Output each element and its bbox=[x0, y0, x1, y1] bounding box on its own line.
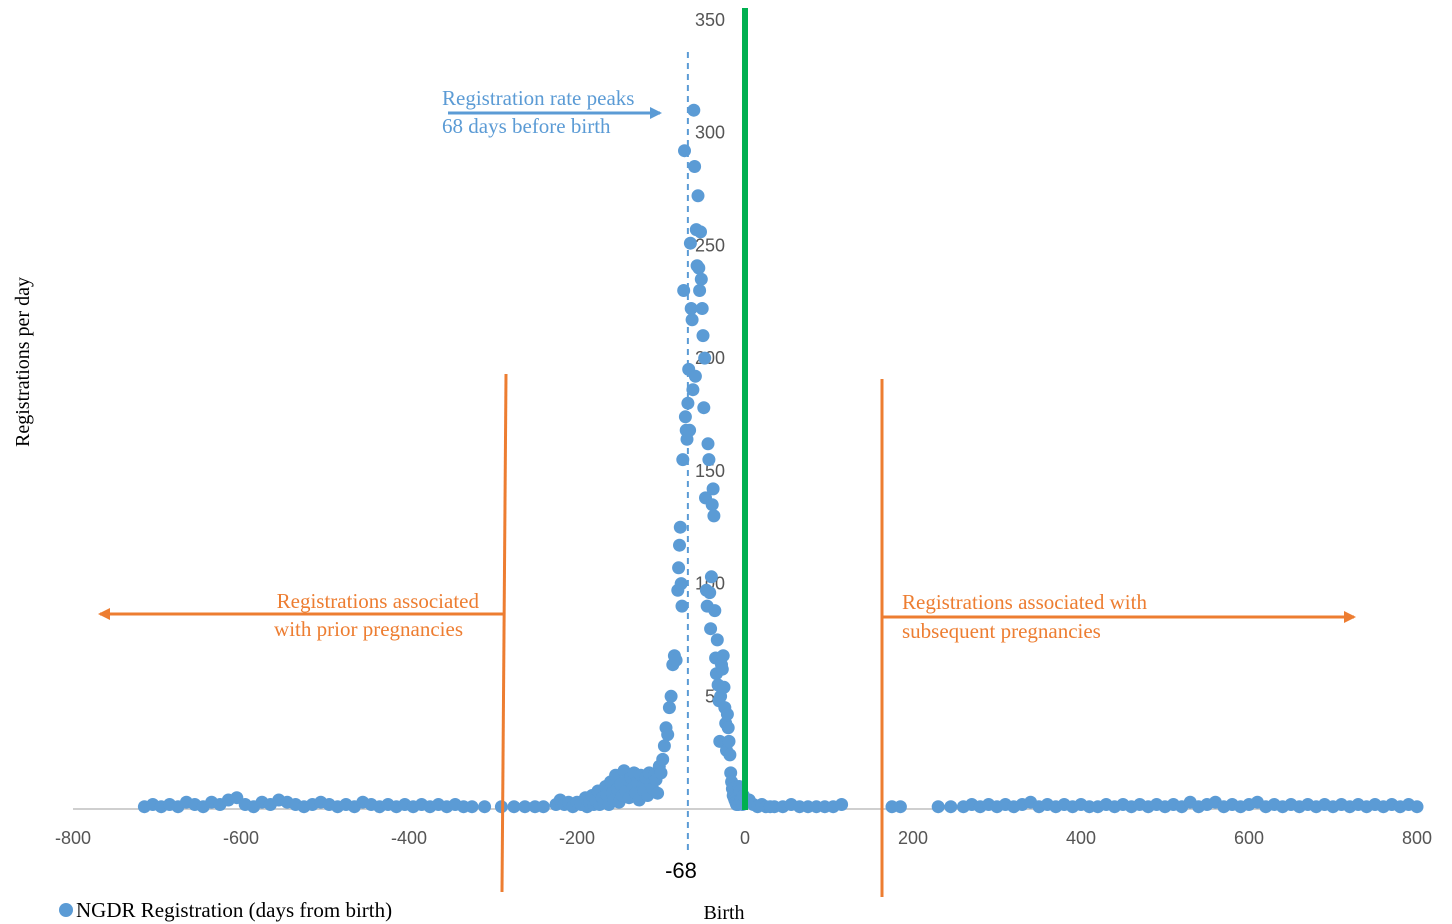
data-point bbox=[716, 649, 730, 663]
right-region-label-line2: subsequent pregnancies bbox=[902, 619, 1101, 643]
x-tick-label: -600 bbox=[223, 828, 259, 848]
data-point bbox=[676, 453, 690, 467]
data-point bbox=[683, 423, 697, 437]
data-point bbox=[704, 570, 718, 584]
data-point bbox=[681, 396, 695, 410]
data-point bbox=[661, 728, 675, 742]
data-point bbox=[693, 284, 707, 297]
left-region-label-line2: with prior pregnancies bbox=[274, 617, 463, 641]
data-point bbox=[722, 734, 736, 748]
data-point bbox=[694, 272, 708, 286]
data-point bbox=[702, 453, 716, 467]
x-tick-label: -800 bbox=[55, 828, 91, 848]
data-point bbox=[721, 721, 735, 735]
x-tick-label: 400 bbox=[1066, 828, 1096, 848]
data-point bbox=[697, 401, 711, 415]
x-tick-label: 0 bbox=[740, 828, 750, 848]
x-tick-label: 600 bbox=[1234, 828, 1264, 848]
data-point bbox=[675, 599, 689, 613]
data-point bbox=[518, 800, 532, 814]
left-region-label-line1: Registrations associated bbox=[277, 589, 480, 613]
x-tick-label: -400 bbox=[391, 828, 427, 848]
data-point bbox=[944, 800, 958, 814]
data-point bbox=[893, 800, 907, 814]
data-point bbox=[710, 633, 724, 647]
x-tick-label: -200 bbox=[559, 828, 595, 848]
data-point bbox=[686, 383, 700, 397]
data-point bbox=[678, 410, 692, 424]
peak-annotation-line1: Registration rate peaks bbox=[442, 86, 634, 110]
data-point bbox=[701, 437, 715, 451]
data-point bbox=[654, 766, 668, 780]
data-point bbox=[715, 662, 729, 676]
data-point bbox=[688, 369, 702, 383]
y-tick-label: 150 bbox=[695, 461, 725, 481]
data-point bbox=[704, 622, 718, 636]
data-point bbox=[478, 800, 492, 814]
data-point bbox=[657, 739, 671, 753]
peak-x-label: -68 bbox=[665, 858, 697, 883]
x-tick-label: 800 bbox=[1402, 828, 1432, 848]
data-point bbox=[698, 351, 712, 365]
data-point bbox=[688, 160, 702, 173]
annotation-overlays bbox=[98, 8, 1356, 897]
data-point bbox=[692, 261, 706, 275]
data-point bbox=[694, 225, 707, 239]
data-point bbox=[656, 752, 670, 766]
legend-label: NGDR Registration (days from birth) bbox=[76, 898, 392, 922]
data-point bbox=[931, 800, 945, 814]
y-axis-label: Registrations per day bbox=[12, 277, 34, 447]
x-tick-label: 200 bbox=[898, 828, 928, 848]
legend-marker bbox=[59, 903, 73, 917]
data-point bbox=[673, 538, 686, 552]
data-point bbox=[687, 103, 701, 117]
peak-annotation-line2: 68 days before birth bbox=[442, 114, 611, 138]
data-points-group bbox=[137, 103, 1424, 814]
data-point bbox=[664, 689, 678, 703]
data-point bbox=[723, 748, 737, 762]
data-point bbox=[669, 653, 683, 667]
right-region-label-line1: Registrations associated with bbox=[902, 590, 1147, 614]
y-tick-label: 250 bbox=[695, 235, 725, 255]
x-axis-label: Birth bbox=[703, 902, 744, 924]
data-point bbox=[678, 144, 691, 158]
data-point bbox=[1410, 800, 1424, 814]
data-point bbox=[465, 800, 479, 814]
data-point bbox=[683, 236, 697, 250]
data-point bbox=[695, 302, 709, 315]
data-point bbox=[713, 734, 727, 748]
data-point bbox=[835, 798, 849, 811]
data-point bbox=[707, 509, 721, 523]
data-point bbox=[674, 577, 688, 591]
data-point bbox=[717, 680, 731, 694]
y-tick-label: 350 bbox=[695, 10, 725, 30]
data-point bbox=[691, 189, 705, 203]
data-point bbox=[708, 604, 722, 618]
data-point bbox=[672, 561, 686, 575]
y-tick-label: 300 bbox=[695, 123, 725, 143]
data-point bbox=[696, 329, 710, 343]
data-point bbox=[703, 586, 717, 600]
data-point bbox=[720, 707, 734, 721]
data-point bbox=[706, 482, 720, 496]
left-boundary-line bbox=[500, 373, 508, 893]
data-point bbox=[536, 800, 550, 814]
data-point bbox=[673, 520, 687, 534]
data-point bbox=[651, 786, 665, 800]
data-point bbox=[507, 800, 521, 814]
data-point bbox=[662, 701, 676, 715]
data-point bbox=[705, 498, 719, 512]
